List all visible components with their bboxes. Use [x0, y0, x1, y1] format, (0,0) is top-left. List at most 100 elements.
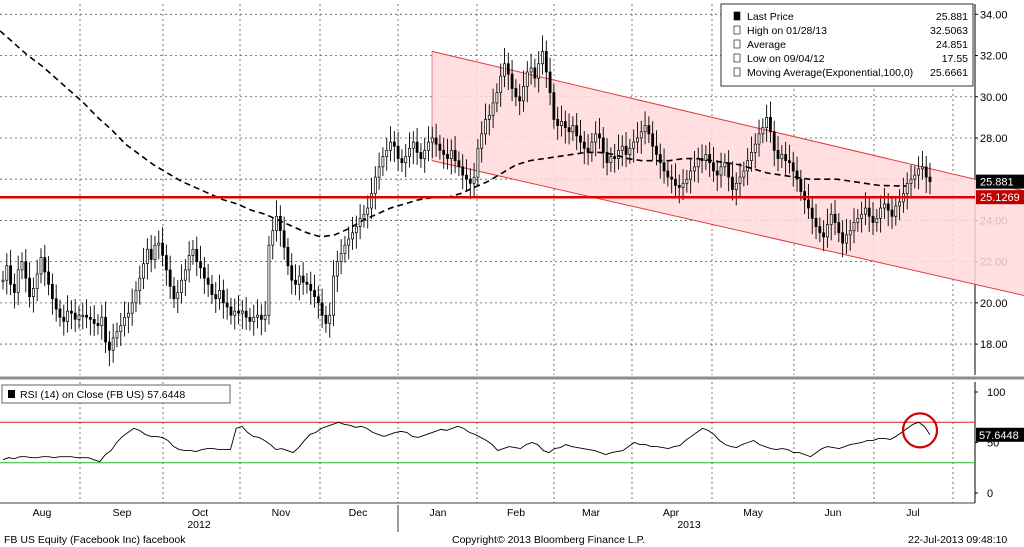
- price-candle: [822, 232, 826, 238]
- price-candle: [704, 154, 708, 161]
- price-candle: [829, 213, 833, 225]
- price-candle: [419, 152, 423, 159]
- price-candle: [107, 341, 111, 351]
- price-candle: [807, 199, 810, 209]
- price-candle: [598, 133, 601, 139]
- price-candle: [803, 191, 807, 201]
- price-candle: [100, 316, 104, 326]
- price-candle: [278, 215, 282, 232]
- x-year-label: 2013: [677, 519, 701, 531]
- price-candle: [187, 255, 191, 271]
- price-candle: [628, 147, 632, 155]
- price-candle: [867, 207, 871, 217]
- price-candle: [259, 314, 263, 320]
- price-candle: [134, 290, 138, 304]
- price-candle: [841, 232, 845, 244]
- price-candle: [370, 193, 373, 209]
- price-candle: [381, 156, 385, 168]
- price-candle: [632, 141, 636, 149]
- price-candle: [263, 314, 267, 320]
- price-candle: [894, 205, 898, 217]
- price-candle: [5, 265, 9, 281]
- price-candle: [780, 154, 784, 159]
- x-axis: Aug Sep Oct Nov Dec Jan Feb Mar Apr May Jun Jul 2012…: [0, 502, 975, 532]
- price-candle: [62, 316, 66, 322]
- price-candle: [343, 244, 347, 254]
- price-candle: [427, 141, 430, 151]
- price-candle: [313, 290, 316, 298]
- price-candle: [149, 248, 153, 260]
- legend-value: 25.881: [936, 11, 968, 23]
- price-candle: [13, 283, 16, 293]
- price-candle: [886, 203, 890, 211]
- price-candle: [396, 145, 400, 159]
- price-candle: [533, 67, 537, 79]
- legend-label: Last Price: [747, 11, 794, 23]
- price-candle: [244, 310, 248, 318]
- price-candle: [392, 141, 396, 147]
- price-candle: [689, 170, 693, 180]
- price-candle: [28, 277, 31, 298]
- price-candle: [157, 242, 161, 246]
- price-candle: [358, 218, 362, 227]
- price-candle: [582, 141, 586, 149]
- price-candle: [111, 337, 115, 351]
- x-month-label: Jan: [430, 507, 447, 519]
- price-candle: [928, 176, 932, 182]
- legend-value: 32.5063: [930, 25, 968, 37]
- price-candle: [389, 141, 392, 151]
- legend-swatch: [733, 67, 741, 77]
- price-candle: [400, 158, 404, 164]
- price-candle: [362, 213, 366, 219]
- price-candle: [693, 166, 696, 172]
- price-candle: [172, 286, 176, 300]
- price-candle: [465, 174, 468, 180]
- legend-label: Average: [747, 39, 786, 51]
- price-candle: [351, 232, 354, 240]
- price-candle: [746, 160, 750, 172]
- price-candle: [620, 145, 624, 151]
- price-candle: [43, 257, 47, 273]
- price-candle: [799, 178, 803, 192]
- price-candle: [651, 133, 655, 147]
- price-candle: [655, 145, 658, 155]
- price-panel: 34.0032.0030.0028.0026.0024.0022.0020.00…: [0, 4, 1024, 375]
- price-candle: [1, 279, 5, 282]
- price-candle: [548, 71, 552, 93]
- price-candle: [472, 176, 476, 184]
- price-candle: [909, 178, 913, 184]
- price-candle: [772, 131, 776, 151]
- x-month-label: Apr: [663, 507, 680, 519]
- price-candle: [639, 131, 643, 139]
- price-candle: [221, 290, 225, 304]
- price-candle: [563, 121, 567, 129]
- price-candle: [666, 170, 670, 178]
- price-candle: [864, 207, 867, 215]
- price-candle: [385, 149, 389, 157]
- price-candle: [77, 314, 81, 320]
- price-candle: [765, 117, 769, 129]
- legend: Last Price 25.881 High on 01/28/13 32.5063 A…: [720, 3, 974, 87]
- rsi-last-tag-bg: [976, 427, 1024, 442]
- price-candle: [24, 261, 28, 279]
- price-candle: [202, 267, 206, 279]
- price-candle: [461, 166, 465, 176]
- price-candle: [529, 67, 533, 73]
- legend-value: 24.851: [936, 39, 968, 51]
- price-candle: [791, 162, 795, 172]
- price-candle: [210, 283, 214, 295]
- price-candle: [164, 255, 168, 271]
- price-candle: [696, 158, 700, 168]
- price-candle: [332, 275, 335, 316]
- y-tick-label: 32.00: [980, 51, 1008, 63]
- y-tick-label: 18.00: [980, 339, 1008, 351]
- price-candle: [567, 127, 571, 133]
- price-candle: [518, 96, 522, 102]
- price-candle: [153, 244, 157, 260]
- price-candle: [199, 261, 202, 269]
- rsi-y-tick-label: 0: [987, 488, 993, 500]
- price-candle: [795, 170, 799, 180]
- price-candle: [290, 265, 294, 281]
